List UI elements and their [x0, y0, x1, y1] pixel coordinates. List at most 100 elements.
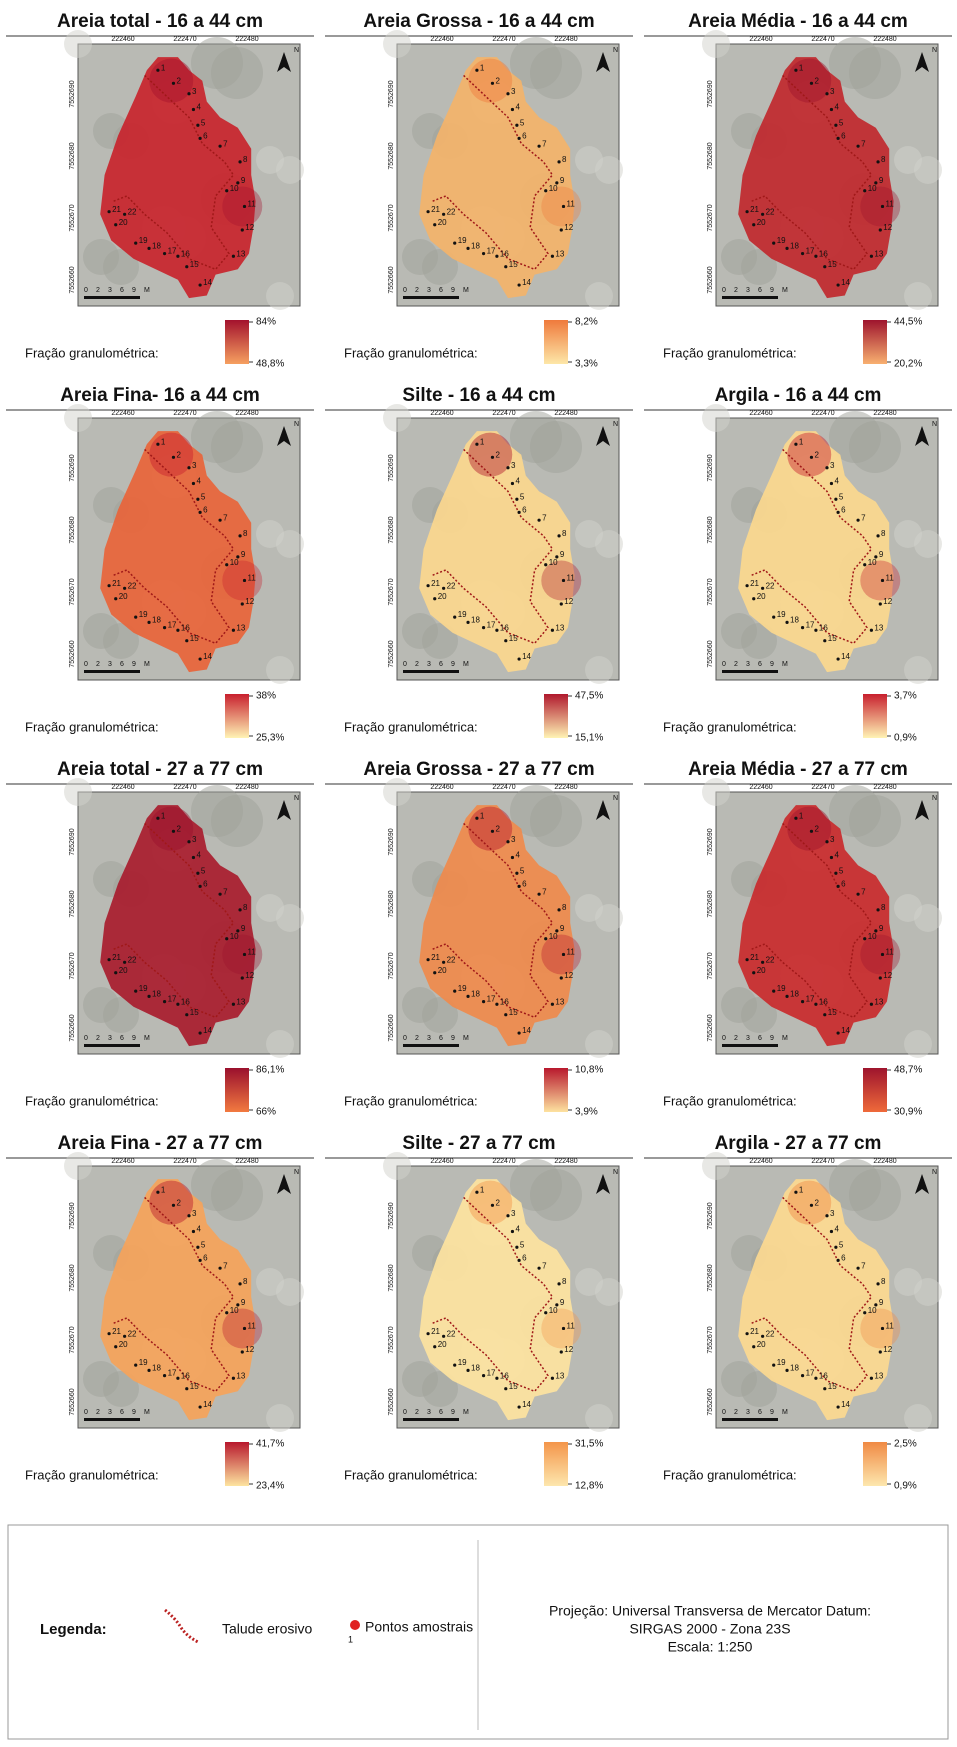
- sample-label: 22: [447, 581, 456, 590]
- x-coord: 222470: [492, 1158, 515, 1165]
- map-panel: Areia Grossa - 27 a 77 cm123456789101112…: [325, 759, 633, 1118]
- sample-label: 1: [161, 63, 166, 72]
- ramp-min: 3,9%: [575, 1107, 598, 1118]
- sample-label: 2: [495, 824, 500, 833]
- map-panel: Areia Fina- 16 a 44 cm123456789101112131…: [6, 385, 314, 744]
- sample-label: 1: [161, 1185, 166, 1194]
- sample-label: 5: [839, 492, 844, 501]
- sample-label: 14: [203, 1026, 212, 1035]
- sample-point: [147, 1368, 151, 1372]
- sample-label: 10: [549, 184, 558, 193]
- sample-point: [517, 884, 521, 888]
- sample-label: 17: [168, 1369, 177, 1378]
- sample-point: [107, 958, 111, 962]
- sample-point: [745, 958, 749, 962]
- sample-point: [198, 657, 202, 661]
- scale-bar-label: M: [463, 287, 469, 294]
- scale-bar-label: 6: [758, 661, 762, 668]
- sample-point: [433, 1345, 437, 1349]
- sample-label: 6: [522, 505, 527, 514]
- panel-title: Areia total - 16 a 44 cm: [57, 11, 263, 32]
- sample-label: 6: [203, 879, 208, 888]
- sample-point: [537, 892, 541, 896]
- sample-point: [761, 1334, 765, 1338]
- sample-point: [196, 871, 200, 875]
- color-ramp: [544, 694, 568, 738]
- terrain-texture: [256, 1268, 284, 1296]
- sample-label: 1: [799, 63, 804, 72]
- sample-label: 16: [819, 623, 828, 632]
- sample-point: [475, 442, 479, 446]
- scale-bar: [403, 296, 459, 299]
- sample-point: [475, 68, 479, 72]
- scale-bar-label: 0: [403, 1409, 407, 1416]
- sample-label: 11: [567, 1322, 576, 1331]
- sample-label: 11: [567, 948, 576, 957]
- y-coord: 7552680: [707, 142, 714, 169]
- sample-point: [876, 1282, 880, 1286]
- sample-label: 20: [757, 592, 766, 601]
- y-coord: 7552690: [388, 828, 395, 855]
- scale-label: Fração granulométrica:: [344, 345, 478, 360]
- ramp-max: 48,7%: [894, 1065, 922, 1076]
- ramp-max: 41,7%: [256, 1439, 284, 1450]
- sample-label: 18: [152, 615, 161, 624]
- sample-point: [785, 620, 789, 624]
- terrain-texture: [721, 987, 757, 1023]
- sample-label: 19: [139, 610, 148, 619]
- scale-bar-label: 3: [746, 287, 750, 294]
- sample-label: 4: [515, 477, 520, 486]
- scale-label: Fração granulométrica:: [663, 345, 797, 360]
- color-ramp: [544, 1442, 568, 1486]
- sample-point: [433, 597, 437, 601]
- map-panel: Areia Média - 16 a 44 cm1234567891011121…: [644, 11, 952, 370]
- hotspot: [860, 186, 901, 227]
- talude-line: [432, 1196, 554, 1393]
- map-panel: Argila - 16 a 44 cm123456789101112131415…: [644, 385, 952, 744]
- sample-label: 12: [883, 971, 892, 980]
- sample-label: 14: [522, 1400, 531, 1409]
- sample-label: 20: [757, 218, 766, 227]
- sample-point: [198, 884, 202, 888]
- sample-point: [863, 189, 867, 193]
- sample-point: [114, 597, 118, 601]
- sample-point: [550, 628, 555, 632]
- map-panel: Silte - 27 a 77 cm1234567891011121314151…: [325, 1133, 633, 1492]
- sample-label: 9: [560, 176, 565, 185]
- sample-point: [156, 68, 160, 72]
- scale-label: Fração granulométrica:: [663, 1467, 797, 1482]
- sample-point: [555, 181, 559, 185]
- north-arrow: [277, 426, 291, 446]
- x-coord: 222480: [554, 36, 577, 43]
- y-coord: 7552680: [707, 890, 714, 917]
- scale-bar-label: 6: [439, 661, 443, 668]
- sample-point: [544, 937, 548, 941]
- sample-point: [559, 602, 563, 606]
- sample-label: 16: [819, 249, 828, 258]
- scale-bar-label: 2: [415, 287, 419, 294]
- sample-label: 21: [750, 953, 759, 962]
- ramp-min: 66%: [256, 1107, 276, 1118]
- north-label: N: [613, 795, 618, 802]
- sample-label: 4: [834, 103, 839, 112]
- x-coord: 222480: [235, 784, 258, 791]
- sample-label: 21: [112, 579, 121, 588]
- sample-label: 10: [230, 932, 239, 941]
- sample-point: [231, 1002, 235, 1006]
- y-coord: 7552670: [69, 952, 76, 979]
- sample-point: [453, 989, 457, 993]
- sample-point: [231, 1376, 235, 1380]
- sample-point: [800, 1374, 805, 1378]
- color-ramp: [863, 320, 887, 364]
- scale-bar-label: 6: [758, 287, 762, 294]
- sample-point: [426, 584, 430, 588]
- panel-title: Argila - 27 a 77 cm: [715, 1133, 882, 1154]
- sample-label: 5: [520, 866, 525, 875]
- scale-bar-label: 6: [120, 661, 124, 668]
- sample-point: [829, 107, 834, 112]
- sample-point: [218, 1266, 222, 1270]
- sample-label: 19: [458, 610, 467, 619]
- color-ramp: [225, 1442, 249, 1486]
- sample-point: [876, 160, 880, 164]
- scale-bar-label: 3: [108, 287, 112, 294]
